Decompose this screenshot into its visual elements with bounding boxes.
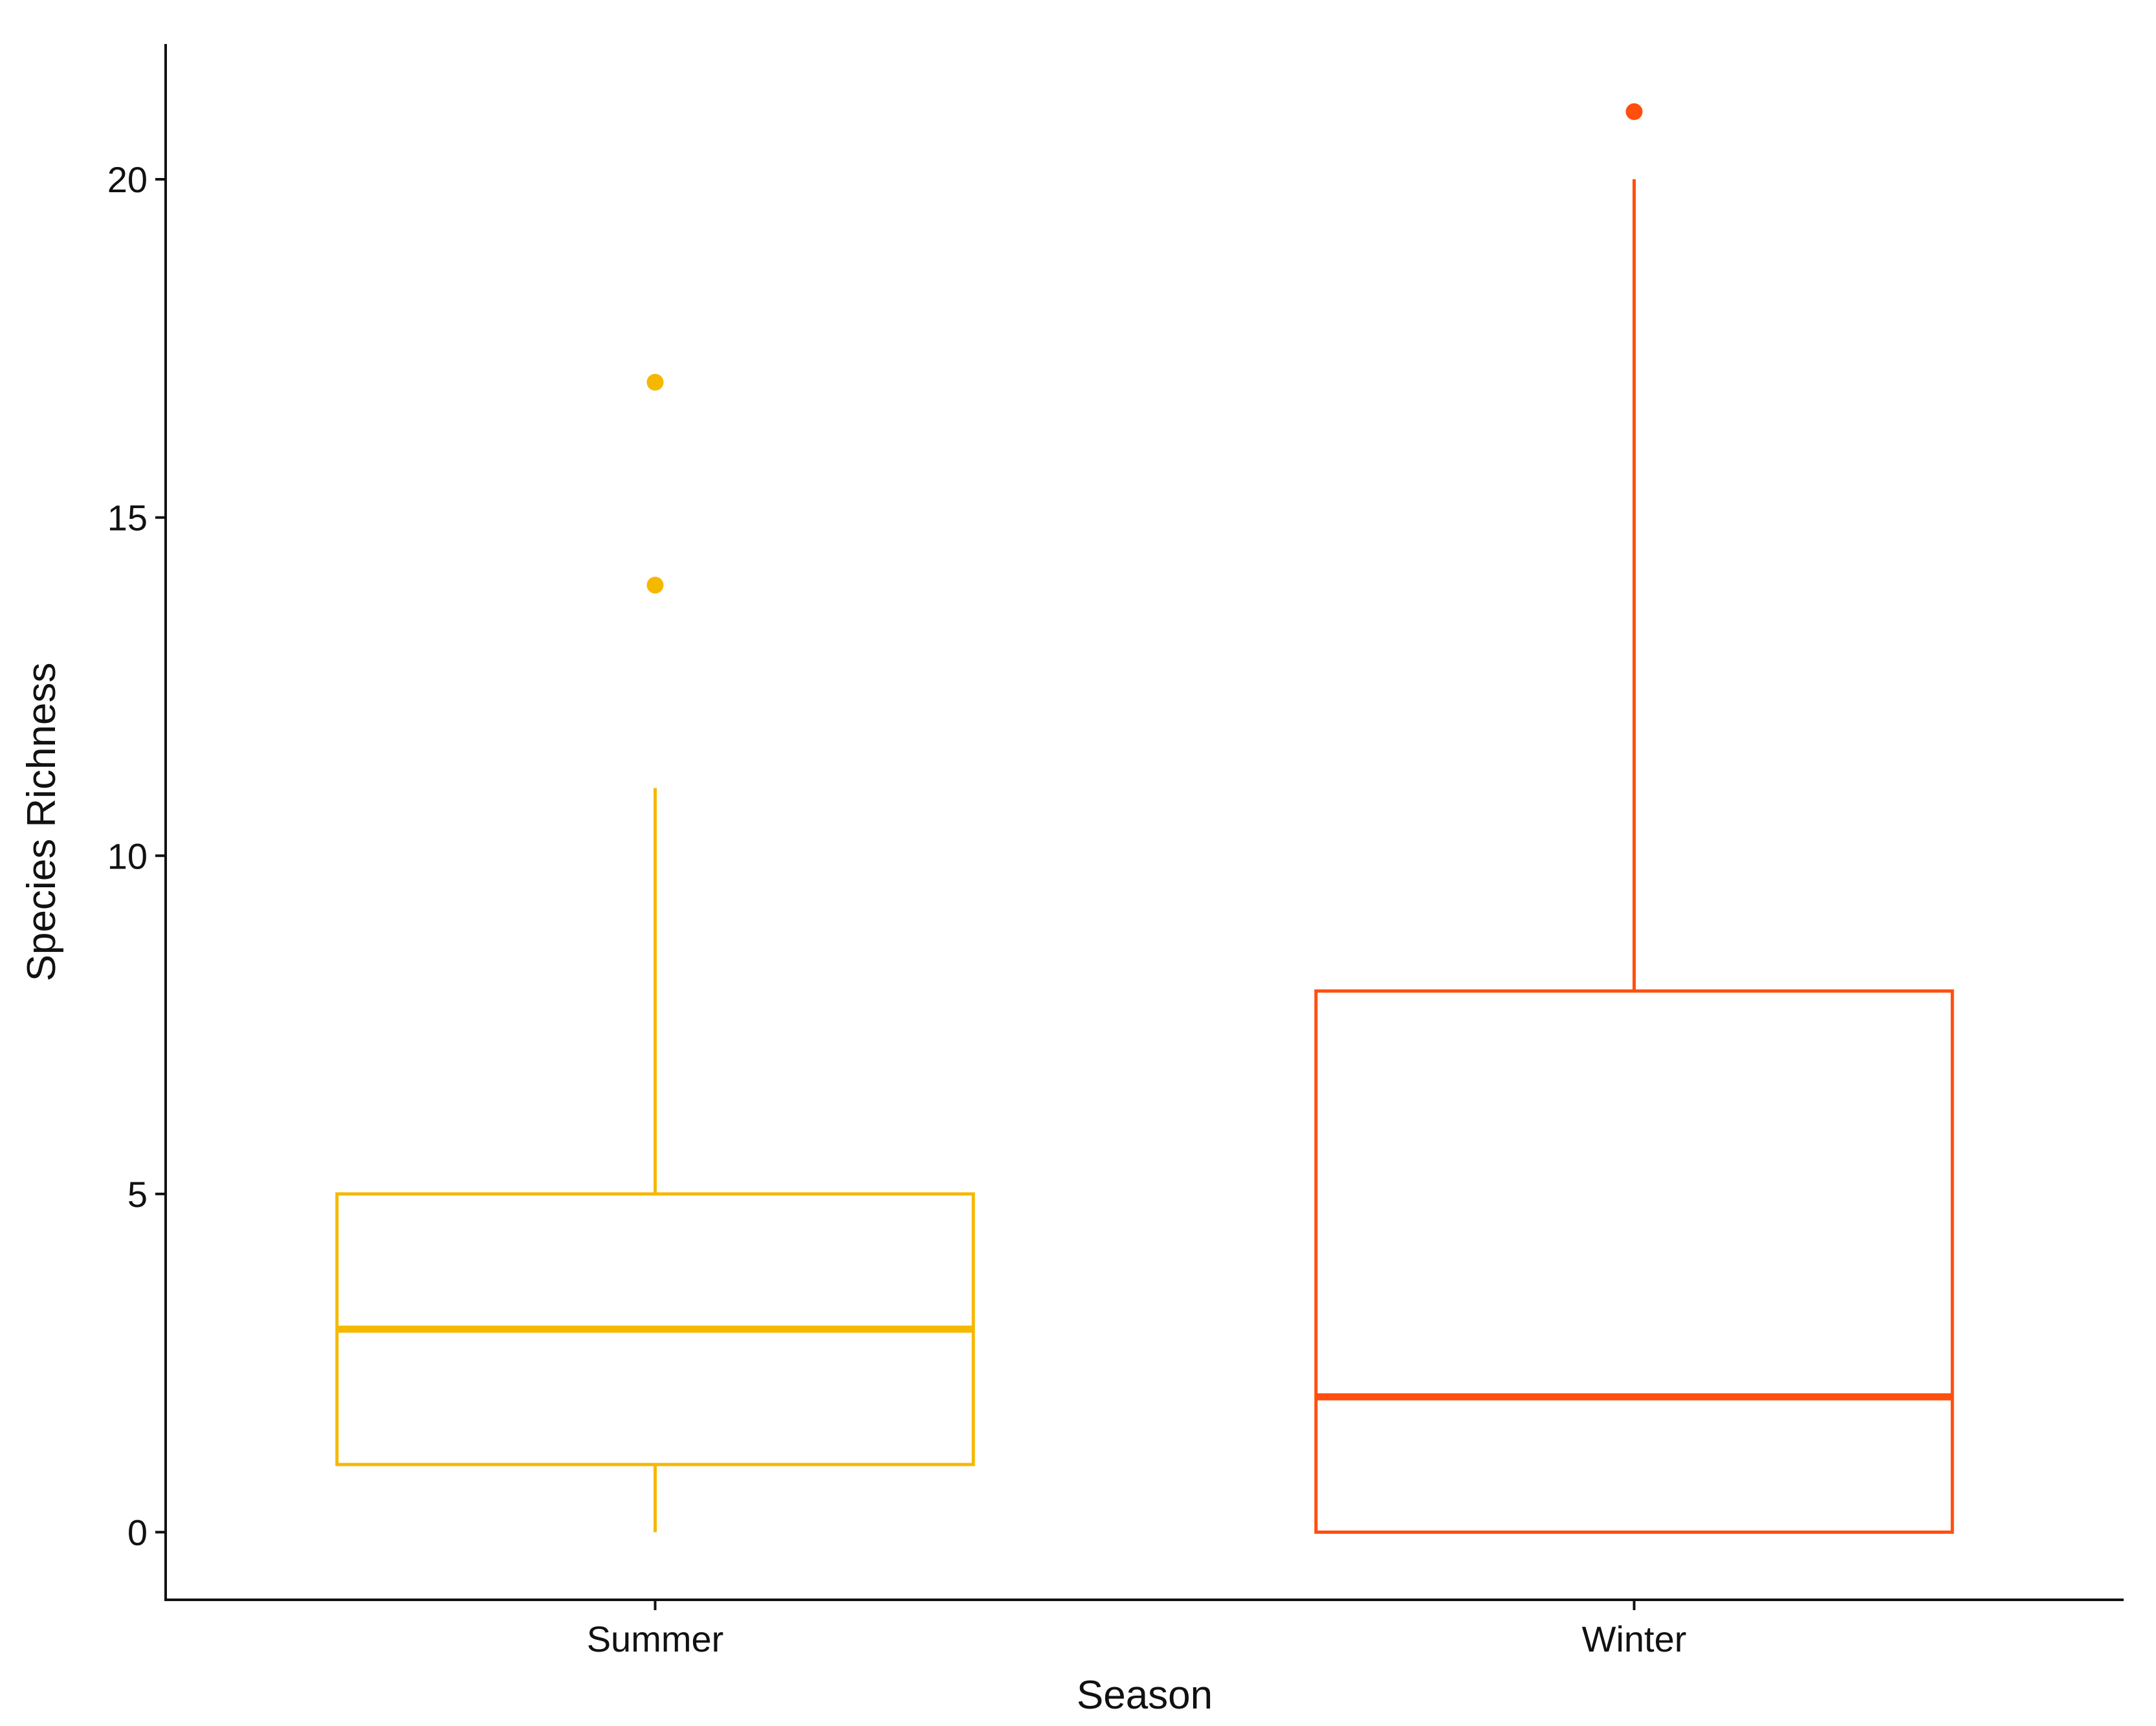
y-axis-title: Species Richness <box>19 663 64 982</box>
y-tick-label: 15 <box>107 498 148 538</box>
y-tick-label: 0 <box>127 1512 148 1553</box>
box-iqr <box>1314 989 1954 1534</box>
box-summer <box>335 373 975 1532</box>
outlier-point <box>646 373 664 391</box>
outlier-point <box>646 577 664 594</box>
x-axis-title: Season <box>1077 1673 1213 1718</box>
axes <box>164 44 2124 1601</box>
y-tick-label: 20 <box>107 159 148 200</box>
y-tick-label: 10 <box>107 835 148 876</box>
boxes <box>335 103 1954 1534</box>
x-ticks: Summer Winter <box>587 1600 1687 1659</box>
y-ticks: 0 5 10 15 20 <box>107 159 166 1553</box>
outlier-point <box>1625 103 1643 120</box>
box-winter <box>1314 103 1954 1534</box>
x-tick-label: Winter <box>1582 1619 1687 1659</box>
y-tick-label: 5 <box>127 1174 148 1215</box>
x-tick-label: Summer <box>587 1619 724 1659</box>
